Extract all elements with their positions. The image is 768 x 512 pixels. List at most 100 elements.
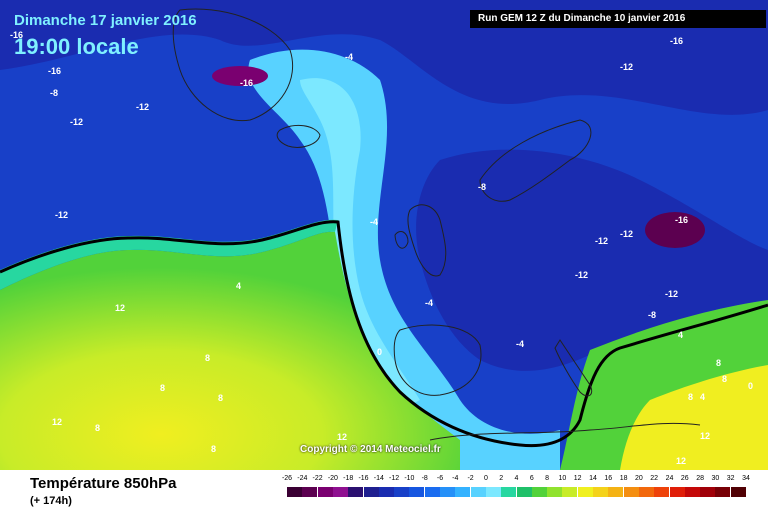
- coastline-iceland: [276, 124, 321, 148]
- coastline-british-isles: [394, 204, 447, 277]
- hot-southeast-region: [620, 365, 768, 470]
- isotherm-label: 12: [52, 417, 62, 427]
- isotherm-label: -16: [670, 36, 683, 46]
- colorbar-tick: 20: [634, 475, 643, 482]
- cold-core-east: [645, 212, 705, 248]
- isotherm-label: 8: [716, 358, 721, 368]
- copyright-label: Copyright © 2014 Meteociel.fr: [300, 444, 441, 455]
- isotherm-label: -12: [55, 210, 68, 220]
- isotherm-label: 4: [236, 281, 241, 291]
- isotherm-label: 4: [700, 392, 705, 402]
- colorbar-tick: -14: [373, 475, 384, 482]
- isotherm-label: -12: [595, 236, 608, 246]
- colorbar-tick: 6: [529, 475, 534, 482]
- isotherm-label: -12: [620, 62, 633, 72]
- isotherm-label: 8: [205, 353, 210, 363]
- colorbar-tick: -10: [404, 475, 415, 482]
- isotherm-label: -4: [370, 217, 378, 227]
- colorbar-tick: 16: [604, 475, 613, 482]
- isotherm-label: 8: [211, 444, 216, 454]
- colorbar-cell: [394, 487, 410, 497]
- european-cold-pool: [416, 149, 768, 371]
- isotherm-label: -16: [675, 215, 688, 225]
- colorbar-tick: -18: [343, 475, 354, 482]
- isotherm-label: 12: [700, 431, 710, 441]
- colorbar-tick: -26: [281, 475, 293, 482]
- colorbar-cell: [332, 487, 348, 497]
- isotherm-label: 8: [688, 392, 693, 402]
- cold-core-greenland: [212, 66, 268, 86]
- isotherm-label: -16: [240, 78, 253, 88]
- colorbar-tick: 26: [680, 475, 689, 482]
- colorbar-cell: [485, 487, 501, 497]
- forecast-time: 19:00 locale: [14, 34, 139, 59]
- colorbar-cell: [455, 487, 471, 497]
- isotherm-label: -4: [345, 52, 353, 62]
- colorbar-tick: 30: [711, 475, 720, 482]
- colorbar-cell: [730, 487, 746, 497]
- colorbar-cell: [715, 487, 731, 497]
- isotherm-label: 12: [115, 303, 125, 313]
- colorbar-cell: [547, 487, 563, 497]
- isotherm-label: 8: [722, 374, 727, 384]
- isotherm-label: 0: [377, 347, 382, 357]
- colorbar-tick: -20: [327, 475, 338, 482]
- colorbar-tick: 18: [619, 475, 628, 482]
- colorbar-cell: [562, 487, 578, 497]
- colorbar-tick: -4: [452, 475, 459, 482]
- isotherm-label: -12: [665, 289, 678, 299]
- colorbar-tick: 2: [499, 475, 504, 482]
- colorbar-cell: [378, 487, 394, 497]
- colorbar-cell: [470, 487, 486, 497]
- very-cold-region: [0, 0, 768, 115]
- isotherm-label: 8: [95, 423, 100, 433]
- isotherm-label: -4: [516, 339, 524, 349]
- isotherm-label: 12: [676, 456, 686, 466]
- colorbar-cell: [623, 487, 639, 497]
- temperature-map: -16 -8 -16 -4 -16 -12 -12 -16 -12 -12 -8 -4 -12 -16 -1…: [0, 0, 768, 470]
- colorbar-tick: -12: [389, 475, 400, 482]
- isotherm-label: -16: [48, 66, 61, 76]
- colorbar-tick: 32: [726, 475, 735, 482]
- isotherm-label: -8: [50, 88, 58, 98]
- colorbar-tick: 22: [650, 475, 659, 482]
- colorbar-tick: -24: [297, 475, 308, 482]
- colorbar-cell: [608, 487, 624, 497]
- colorbar-tick: -8: [421, 475, 428, 482]
- colorbar-tick: 4: [514, 475, 519, 482]
- colorbar-tick: 28: [696, 475, 704, 482]
- model-run-label: Run GEM 12 Z du Dimanche 10 janvier 2016: [470, 10, 766, 28]
- colorbar-cell: [638, 487, 654, 497]
- colorbar-cell: [654, 487, 670, 497]
- forecast-date: Dimanche 17 janvier 2016: [14, 12, 197, 29]
- isotherm-label: -12: [136, 102, 149, 112]
- colorbar-cell: [577, 487, 593, 497]
- colorbar-tick: -6: [436, 475, 444, 482]
- colorbar-tick: 14: [589, 475, 597, 482]
- isotherm-label: -8: [478, 182, 486, 192]
- colorbar-tick: -2: [467, 475, 474, 482]
- warm-airmass-region: [0, 231, 460, 470]
- colorbar-cell: [424, 487, 440, 497]
- mild-tongue-region: [248, 49, 560, 470]
- isotherm-label: 12: [337, 432, 347, 442]
- footer: Température 850hPa (+ 174h) -26 -24 -2 2 -20…: [0, 470, 768, 512]
- isotherm-label: -8: [648, 310, 656, 320]
- colorbar-cell: [302, 487, 318, 497]
- colorbar-cell: [348, 487, 364, 497]
- colorbar-tick: 34: [742, 475, 750, 482]
- colorbar-cell: [531, 487, 547, 497]
- colorbar-cell: [669, 487, 685, 497]
- field-title: Température 850hPa: [30, 475, 177, 492]
- lead-time: (+ 174h): [30, 495, 72, 507]
- zero-isotherm-line: [0, 220, 768, 448]
- isotherm-label: -12: [70, 117, 83, 127]
- temperature-colorbar: -26 -24 -22 -20 -18 -16 -14 -12 -10 -8 -6 -4 -2 0 2 4 6 8…: [282, 475, 757, 499]
- isotherm-label: -16: [10, 30, 23, 40]
- colorbar-tick: -16: [358, 475, 369, 482]
- colorbar-cell: [684, 487, 700, 497]
- colorbar-cell: [501, 487, 517, 497]
- coastline-italy: [554, 339, 593, 397]
- coastline-greenland: [172, 8, 294, 122]
- colorbar-tick: 12: [573, 475, 582, 482]
